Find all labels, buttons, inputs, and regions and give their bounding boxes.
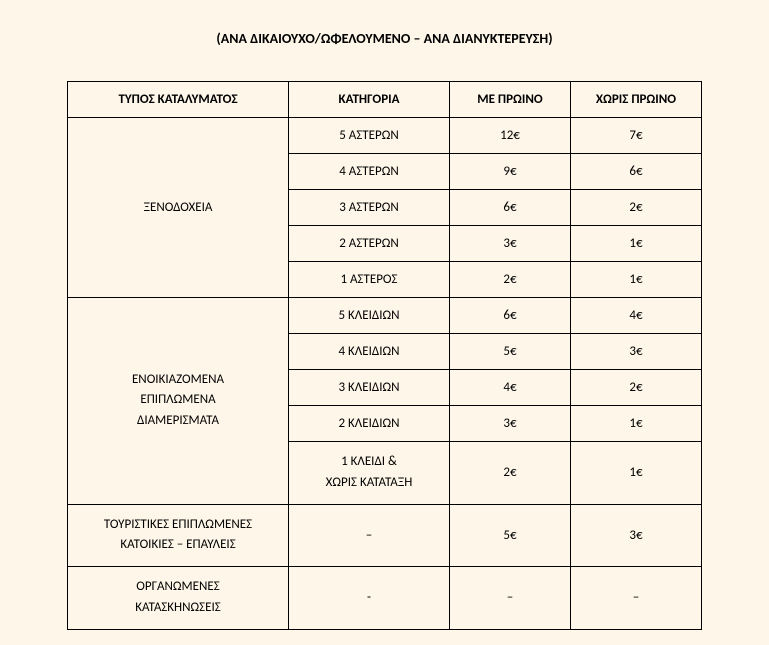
col-header-without: ΧΩΡΙΣ ΠΡΩΙΝΟ bbox=[571, 82, 702, 118]
table-header-row: ΤΥΠΟΣ ΚΑΤΑΛΥΜΑΤΟΣ ΚΑΤΗΓΟΡΙΑ ΜΕ ΠΡΩΙΝΟ ΧΩ… bbox=[68, 82, 702, 118]
page-title: (ΑΝΑ ΔΙΚΑΙΟΥΧΟ/ΩΦΕΛΟΥΜΕΝΟ – ΑΝΑ ΔΙΑΝΥΚΤΕ… bbox=[0, 30, 769, 47]
without-cell: 3€ bbox=[571, 504, 702, 567]
col-header-with: ΜΕ ΠΡΩΙΝΟ bbox=[450, 82, 571, 118]
with-cell: 5€ bbox=[450, 504, 571, 567]
cat-cell: 2 ΚΛΕΙΔΙΩΝ bbox=[289, 406, 450, 442]
with-cell: 5€ bbox=[450, 334, 571, 370]
with-cell: 3€ bbox=[450, 226, 571, 262]
without-cell: 2€ bbox=[571, 370, 702, 406]
type-cell-villas: ΤΟΥΡΙΣΤΙΚΕΣ ΕΠΙΠΛΩΜΕΝΕΣ ΚΑΤΟΙΚΙΕΣ – ΕΠΑΥ… bbox=[68, 504, 289, 567]
type-cell-apartments: ΕΝΟΙΚΙΑΖΟΜΕΝΑ ΕΠΙΠΛΩΜΕΝΑ ΔΙΑΜΕΡΙΣΜΑΤΑ bbox=[68, 298, 289, 505]
table-row: ΟΡΓΑΝΩΜΕΝΕΣ ΚΑΤΑΣΚΗΝΩΣΕΙΣ - – – bbox=[68, 567, 702, 630]
with-cell: 6€ bbox=[450, 298, 571, 334]
type-cell-camping: ΟΡΓΑΝΩΜΕΝΕΣ ΚΑΤΑΣΚΗΝΩΣΕΙΣ bbox=[68, 567, 289, 630]
type-line: ΤΟΥΡΙΣΤΙΚΕΣ ΕΠΙΠΛΩΜΕΝΕΣ bbox=[104, 517, 252, 532]
cat-cell: 5 ΑΣΤΕΡΩΝ bbox=[289, 118, 450, 154]
type-line: ΕΝΟΙΚΙΑΖΟΜΕΝΑ bbox=[132, 372, 224, 387]
without-cell: 1€ bbox=[571, 406, 702, 442]
type-cell-hotels: ΞΕΝΟΔΟΧΕΙΑ bbox=[68, 118, 289, 298]
table-row: ΕΝΟΙΚΙΑΖΟΜΕΝΑ ΕΠΙΠΛΩΜΕΝΑ ΔΙΑΜΕΡΙΣΜΑΤΑ 5 … bbox=[68, 298, 702, 334]
without-cell: 1€ bbox=[571, 442, 702, 505]
cat-cell: 4 ΑΣΤΕΡΩΝ bbox=[289, 154, 450, 190]
with-cell: 12€ bbox=[450, 118, 571, 154]
col-header-type: ΤΥΠΟΣ ΚΑΤΑΛΥΜΑΤΟΣ bbox=[68, 82, 289, 118]
without-cell: 6€ bbox=[571, 154, 702, 190]
without-cell: 4€ bbox=[571, 298, 702, 334]
with-cell: 9€ bbox=[450, 154, 571, 190]
with-cell: 2€ bbox=[450, 262, 571, 298]
with-cell: – bbox=[450, 567, 571, 630]
cat-cell: 2 ΑΣΤΕΡΩΝ bbox=[289, 226, 450, 262]
with-cell: 4€ bbox=[450, 370, 571, 406]
type-line: ΔΙΑΜΕΡΙΣΜΑΤΑ bbox=[137, 413, 219, 428]
table-row: ΤΟΥΡΙΣΤΙΚΕΣ ΕΠΙΠΛΩΜΕΝΕΣ ΚΑΤΟΙΚΙΕΣ – ΕΠΑΥ… bbox=[68, 504, 702, 567]
type-line: ΕΠΙΠΛΩΜΕΝΑ bbox=[140, 392, 215, 407]
with-cell: 2€ bbox=[450, 442, 571, 505]
cat-line: 1 ΚΛΕΙΔΙ & bbox=[341, 454, 397, 469]
cat-cell: 3 ΚΛΕΙΔΙΩΝ bbox=[289, 370, 450, 406]
without-cell: 7€ bbox=[571, 118, 702, 154]
with-cell: 3€ bbox=[450, 406, 571, 442]
cat-cell: 3 ΑΣΤΕΡΩΝ bbox=[289, 190, 450, 226]
without-cell: 1€ bbox=[571, 226, 702, 262]
cat-cell: - bbox=[289, 567, 450, 630]
table-row: ΞΕΝΟΔΟΧΕΙΑ 5 ΑΣΤΕΡΩΝ 12€ 7€ bbox=[68, 118, 702, 154]
without-cell: – bbox=[571, 567, 702, 630]
cat-cell: 4 ΚΛΕΙΔΙΩΝ bbox=[289, 334, 450, 370]
pricing-table: ΤΥΠΟΣ ΚΑΤΑΛΥΜΑΤΟΣ ΚΑΤΗΓΟΡΙΑ ΜΕ ΠΡΩΙΝΟ ΧΩ… bbox=[67, 81, 702, 630]
cat-cell: 1 ΑΣΤΕΡΟΣ bbox=[289, 262, 450, 298]
type-line: ΟΡΓΑΝΩΜΕΝΕΣ bbox=[136, 579, 219, 594]
cat-cell: – bbox=[289, 504, 450, 567]
type-line: ΚΑΤΟΙΚΙΕΣ – ΕΠΑΥΛΕΙΣ bbox=[120, 537, 235, 552]
without-cell: 2€ bbox=[571, 190, 702, 226]
type-line: ΚΑΤΑΣΚΗΝΩΣΕΙΣ bbox=[135, 600, 220, 615]
cat-cell: 1 ΚΛΕΙΔΙ & ΧΩΡΙΣ ΚΑΤΑΤΑΞΗ bbox=[289, 442, 450, 505]
cat-cell: 5 ΚΛΕΙΔΙΩΝ bbox=[289, 298, 450, 334]
without-cell: 1€ bbox=[571, 262, 702, 298]
without-cell: 3€ bbox=[571, 334, 702, 370]
col-header-category: ΚΑΤΗΓΟΡΙΑ bbox=[289, 82, 450, 118]
with-cell: 6€ bbox=[450, 190, 571, 226]
cat-line: ΧΩΡΙΣ ΚΑΤΑΤΑΞΗ bbox=[326, 475, 413, 490]
